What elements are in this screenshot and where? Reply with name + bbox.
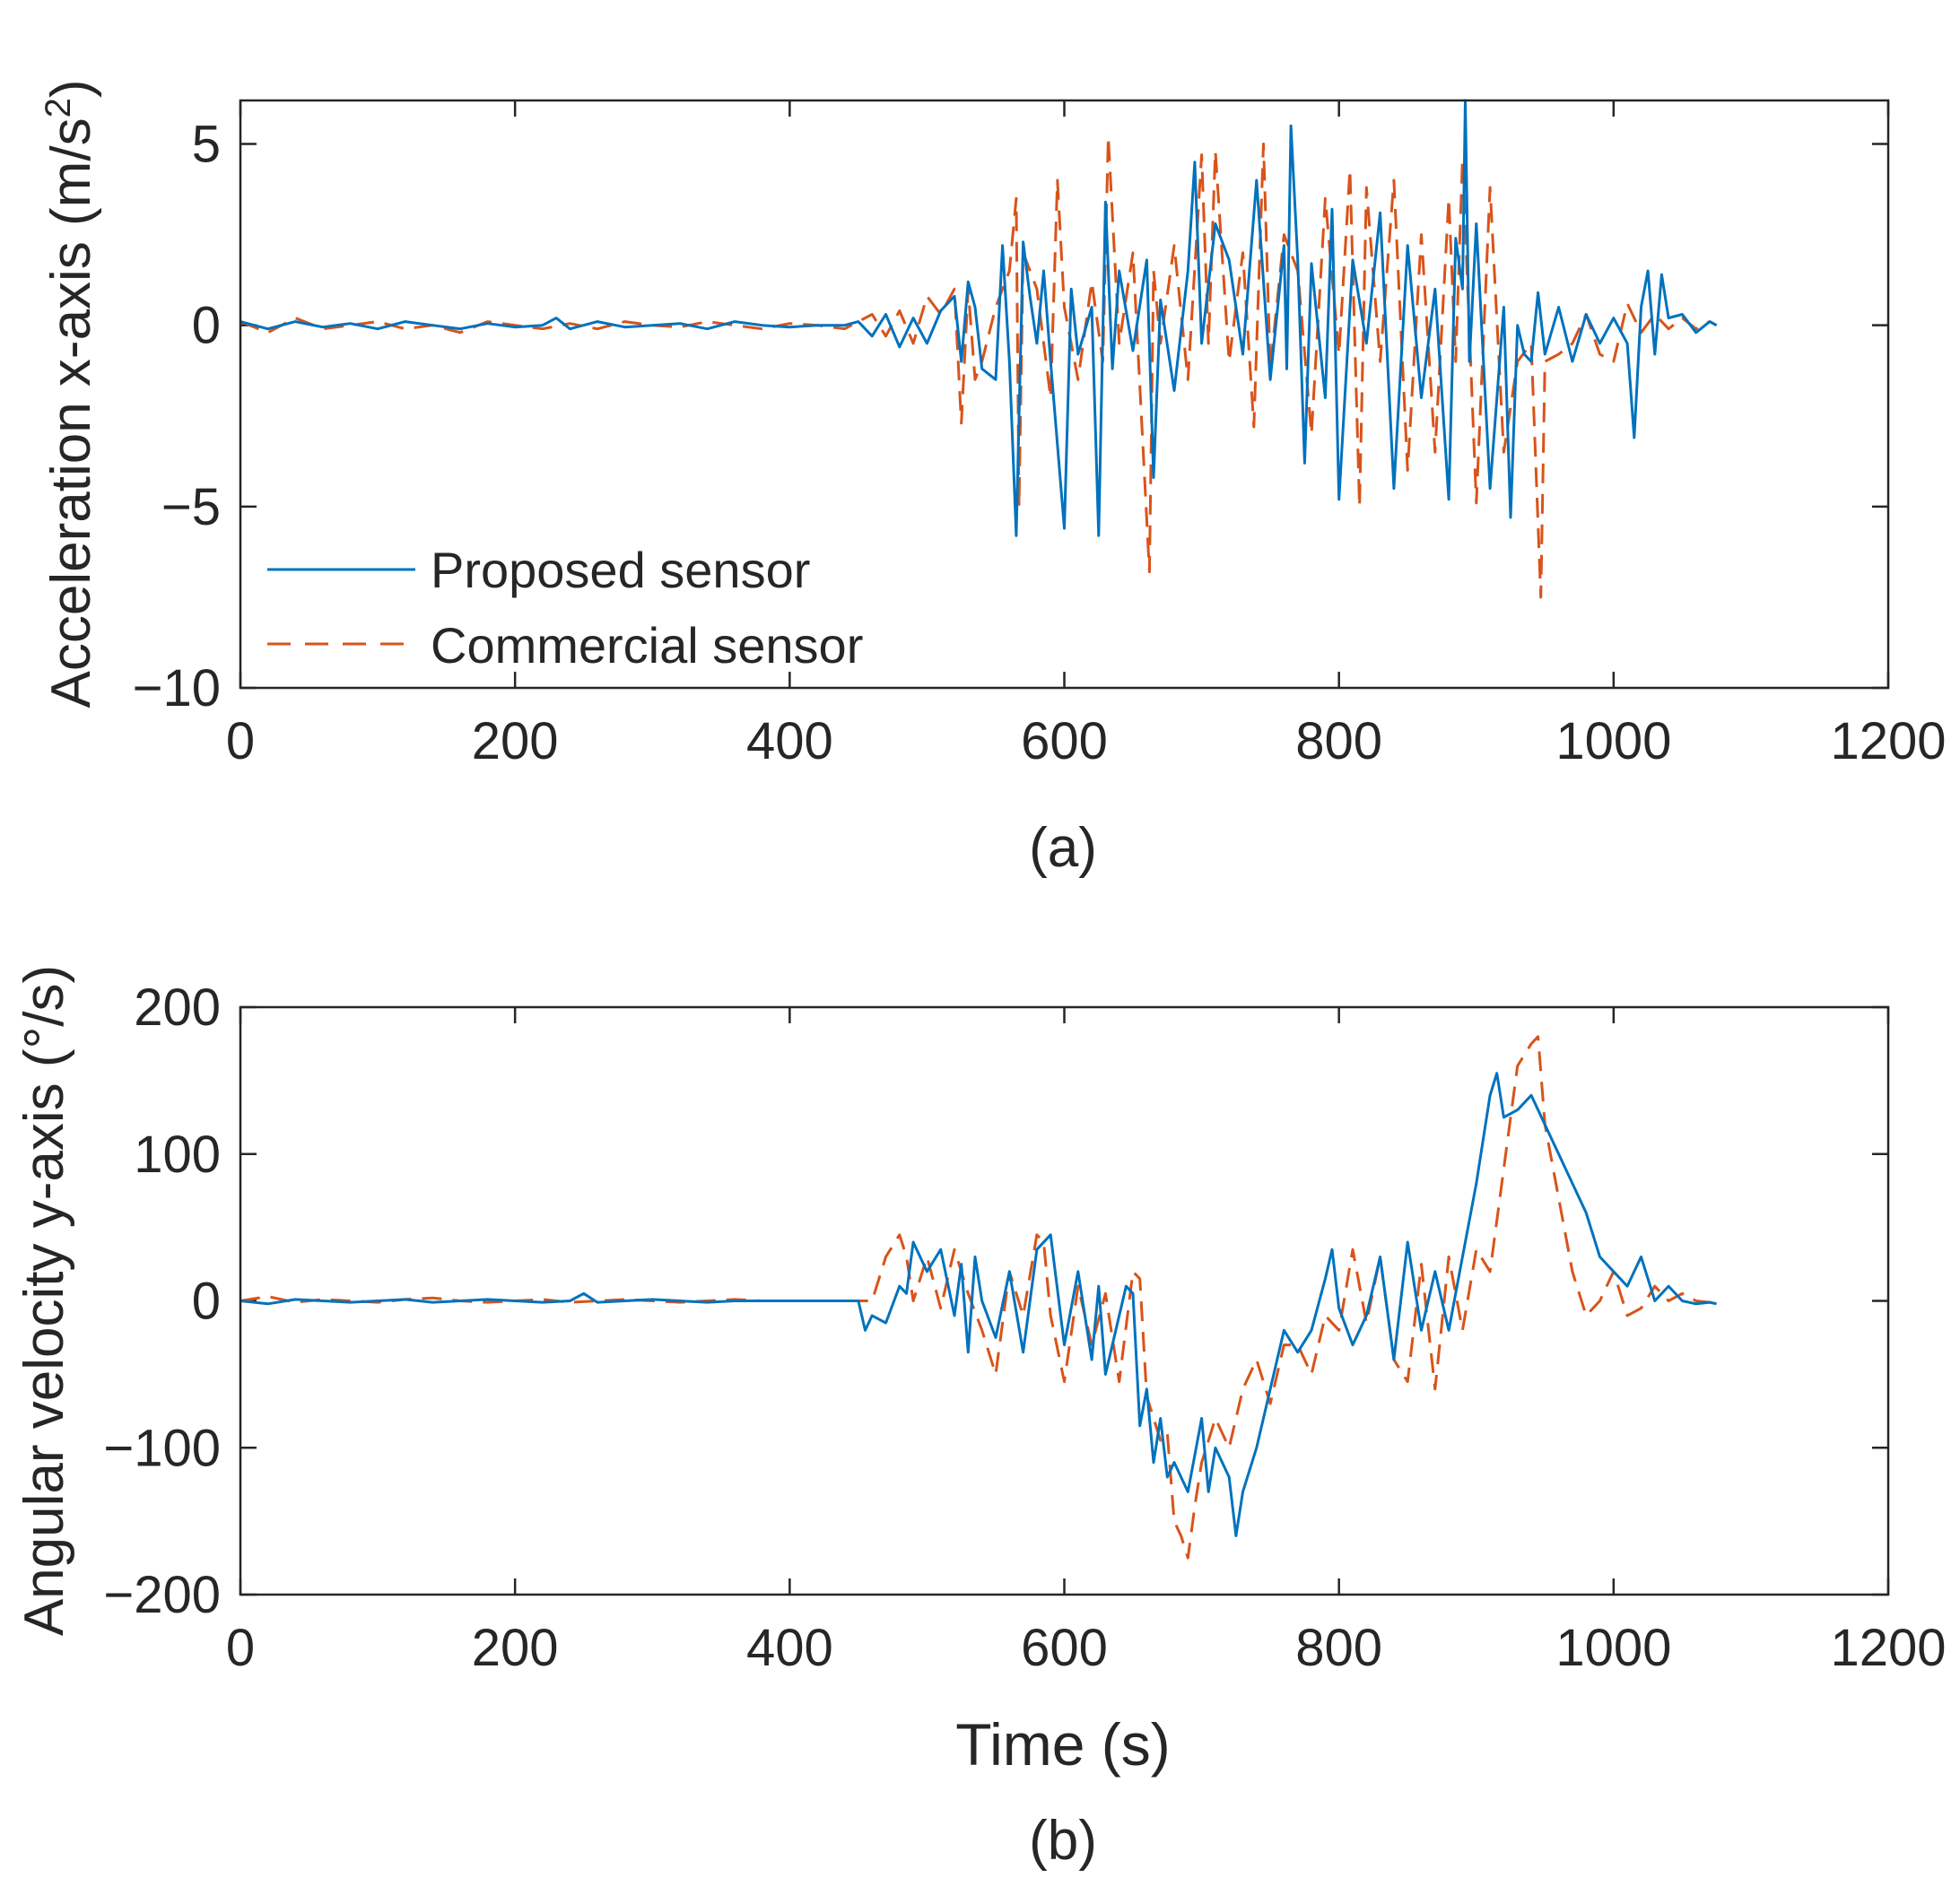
x-tick-label-b-1: 200 xyxy=(472,1619,559,1677)
x-tick-label-a-6: 1200 xyxy=(1830,712,1946,770)
x-tick-label-a-4: 800 xyxy=(1295,712,1382,770)
x-tick-label-b-4: 800 xyxy=(1295,1619,1382,1677)
y-tick-label-a-3: 5 xyxy=(192,116,221,174)
series-line-b-proposed xyxy=(240,1072,1717,1537)
x-axis-label-b: Time (s) xyxy=(955,1711,1171,1778)
y-tick-label-b-1: −100 xyxy=(103,1419,221,1477)
y-tick-label-a-1: −5 xyxy=(161,478,221,536)
series-line-a-proposed xyxy=(240,99,1718,537)
y-axis-label-b: Angular velocity y-axis (°/s) xyxy=(13,965,75,1636)
y-tick-label-b-3: 100 xyxy=(134,1126,221,1184)
panel-label-a: (a) xyxy=(1029,817,1097,879)
x-tick-label-a-1: 200 xyxy=(472,712,559,770)
legend-label-proposed: Proposed sensor xyxy=(431,542,810,598)
series-line-a-commercial xyxy=(240,135,1718,599)
x-tick-label-a-2: 400 xyxy=(746,712,833,770)
ticks-b: 0 200 400 600 800 1000 1200 −200 −100 0 100 200 xyxy=(103,978,1946,1677)
x-tick-label-a-0: 0 xyxy=(226,712,255,770)
legend: Proposed sensor Commercial sensor xyxy=(267,542,863,674)
y-tick-label-b-0: −200 xyxy=(103,1566,221,1624)
y-axis-label-a: Acceleration x-axis (m/s2) xyxy=(39,80,102,709)
chart-panel-a: 0 200 400 600 800 1000 1200 −10 −5 0 5 Proposed se… xyxy=(39,80,1947,879)
x-tick-label-b-2: 400 xyxy=(746,1619,833,1677)
x-tick-label-b-5: 1000 xyxy=(1555,1619,1671,1677)
x-tick-label-b-6: 1200 xyxy=(1830,1619,1946,1677)
plot-area-a xyxy=(240,100,1888,688)
series-group-b xyxy=(240,1035,1717,1560)
ticks-a: 0 200 400 600 800 1000 1200 −10 −5 0 5 xyxy=(133,100,1947,770)
x-tick-label-b-0: 0 xyxy=(226,1619,255,1677)
axes-box-b xyxy=(239,1005,1890,1596)
axes-box-a xyxy=(239,99,1890,690)
chart-panel-b: 0 200 400 600 800 1000 1200 −200 −100 0 100 200 Ang… xyxy=(13,965,1947,1872)
plot-area-b xyxy=(240,1007,1888,1595)
y-tick-label-b-2: 0 xyxy=(192,1273,221,1331)
series-group-a xyxy=(240,99,1718,599)
panel-label-b: (b) xyxy=(1029,1810,1097,1872)
y-tick-label-b-4: 200 xyxy=(134,978,221,1037)
y-tick-label-a-0: −10 xyxy=(133,659,221,717)
x-tick-label-a-5: 1000 xyxy=(1555,712,1671,770)
legend-label-commercial: Commercial sensor xyxy=(431,617,863,674)
x-tick-label-b-3: 600 xyxy=(1021,1619,1108,1677)
y-tick-label-a-2: 0 xyxy=(192,297,221,355)
x-tick-label-a-3: 600 xyxy=(1021,712,1108,770)
